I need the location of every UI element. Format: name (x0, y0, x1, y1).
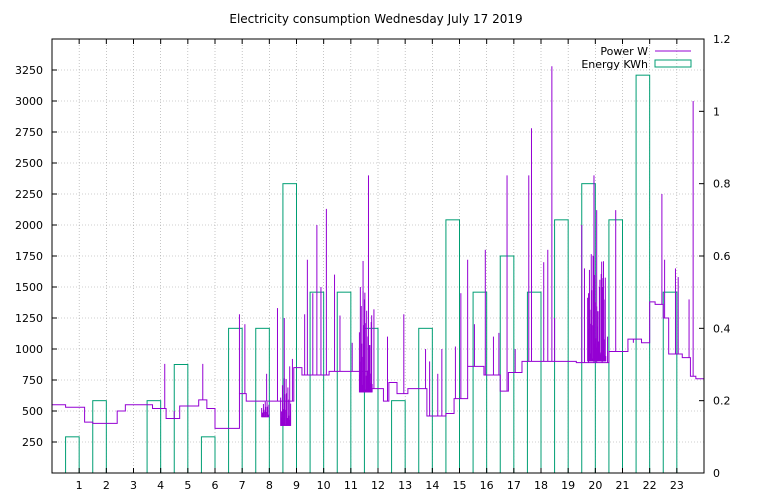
x-tick-label: 1 (76, 479, 83, 492)
energy-bar (472, 291, 488, 474)
energy-bar (282, 183, 297, 474)
energy-series (65, 74, 678, 474)
x-tick-label: 21 (616, 479, 630, 492)
energy-bar (635, 74, 651, 474)
energy-bar (92, 400, 107, 474)
legend-energy-swatch (654, 59, 692, 68)
x-tick-label: 19 (561, 479, 575, 492)
energy-bar (336, 291, 352, 474)
energy-bar (662, 291, 678, 474)
energy-bar (554, 219, 569, 474)
power-series (52, 66, 704, 429)
x-tick-label: 4 (157, 479, 164, 492)
x-tick-label: 6 (212, 479, 219, 492)
x-tick-label: 23 (670, 479, 684, 492)
x-tick-label: 9 (293, 479, 300, 492)
y-left-tick-label: 1500 (15, 281, 43, 294)
x-tick-label: 3 (130, 479, 137, 492)
y-left-tick-label: 750 (22, 374, 43, 387)
axis-ticks: 1 2 3 4 5 6 7 8 9 10 11 12 13 14 15 16 17 18 19 20 21 22 23250… (15, 33, 731, 492)
y-right-tick-label: 1.2 (713, 33, 731, 46)
legend: Power W Energy KWh (581, 45, 692, 71)
x-tick-label: 17 (507, 479, 521, 492)
y-left-tick-label: 2500 (15, 157, 43, 170)
legend-energy-label: Energy KWh (581, 58, 648, 71)
x-tick-label: 22 (643, 479, 657, 492)
y-left-tick-label: 2000 (15, 219, 43, 232)
y-left-tick-label: 3000 (15, 95, 43, 108)
x-tick-label: 5 (184, 479, 191, 492)
x-tick-label: 20 (588, 479, 602, 492)
x-tick-label: 2 (103, 479, 110, 492)
legend-power-label: Power W (600, 45, 648, 58)
x-tick-label: 14 (425, 479, 439, 492)
x-tick-label: 13 (398, 479, 412, 492)
y-left-tick-label: 3250 (15, 64, 43, 77)
x-tick-label: 10 (317, 479, 331, 492)
y-left-tick-label: 250 (22, 436, 43, 449)
energy-bar (391, 400, 406, 474)
y-left-tick-label: 2750 (15, 126, 43, 139)
y-right-tick-label: 1 (713, 105, 720, 118)
y-left-tick-label: 2250 (15, 188, 43, 201)
chart-title: Electricity consumption Wednesday July 1… (229, 12, 522, 26)
energy-bar (526, 291, 542, 474)
y-right-tick-label: 0.8 (713, 178, 731, 191)
y-right-tick-label: 0.6 (713, 250, 731, 263)
x-tick-label: 8 (266, 479, 273, 492)
y-left-tick-label: 1750 (15, 250, 43, 263)
power-line (52, 301, 704, 429)
x-tick-label: 15 (453, 479, 467, 492)
energy-bar (228, 327, 243, 474)
x-tick-label: 16 (480, 479, 494, 492)
y-left-tick-label: 1250 (15, 312, 43, 325)
y-right-tick-label: 0 (713, 467, 720, 480)
y-right-tick-label: 0.4 (713, 322, 731, 335)
y-right-tick-label: 0.2 (713, 395, 731, 408)
x-tick-label: 18 (534, 479, 548, 492)
y-left-tick-label: 1000 (15, 343, 43, 356)
energy-bar (445, 219, 460, 474)
y-left-tick-label: 500 (22, 405, 43, 418)
x-tick-label: 12 (371, 479, 385, 492)
energy-bar (146, 400, 162, 474)
x-tick-label: 7 (239, 479, 246, 492)
x-tick-label: 11 (344, 479, 358, 492)
